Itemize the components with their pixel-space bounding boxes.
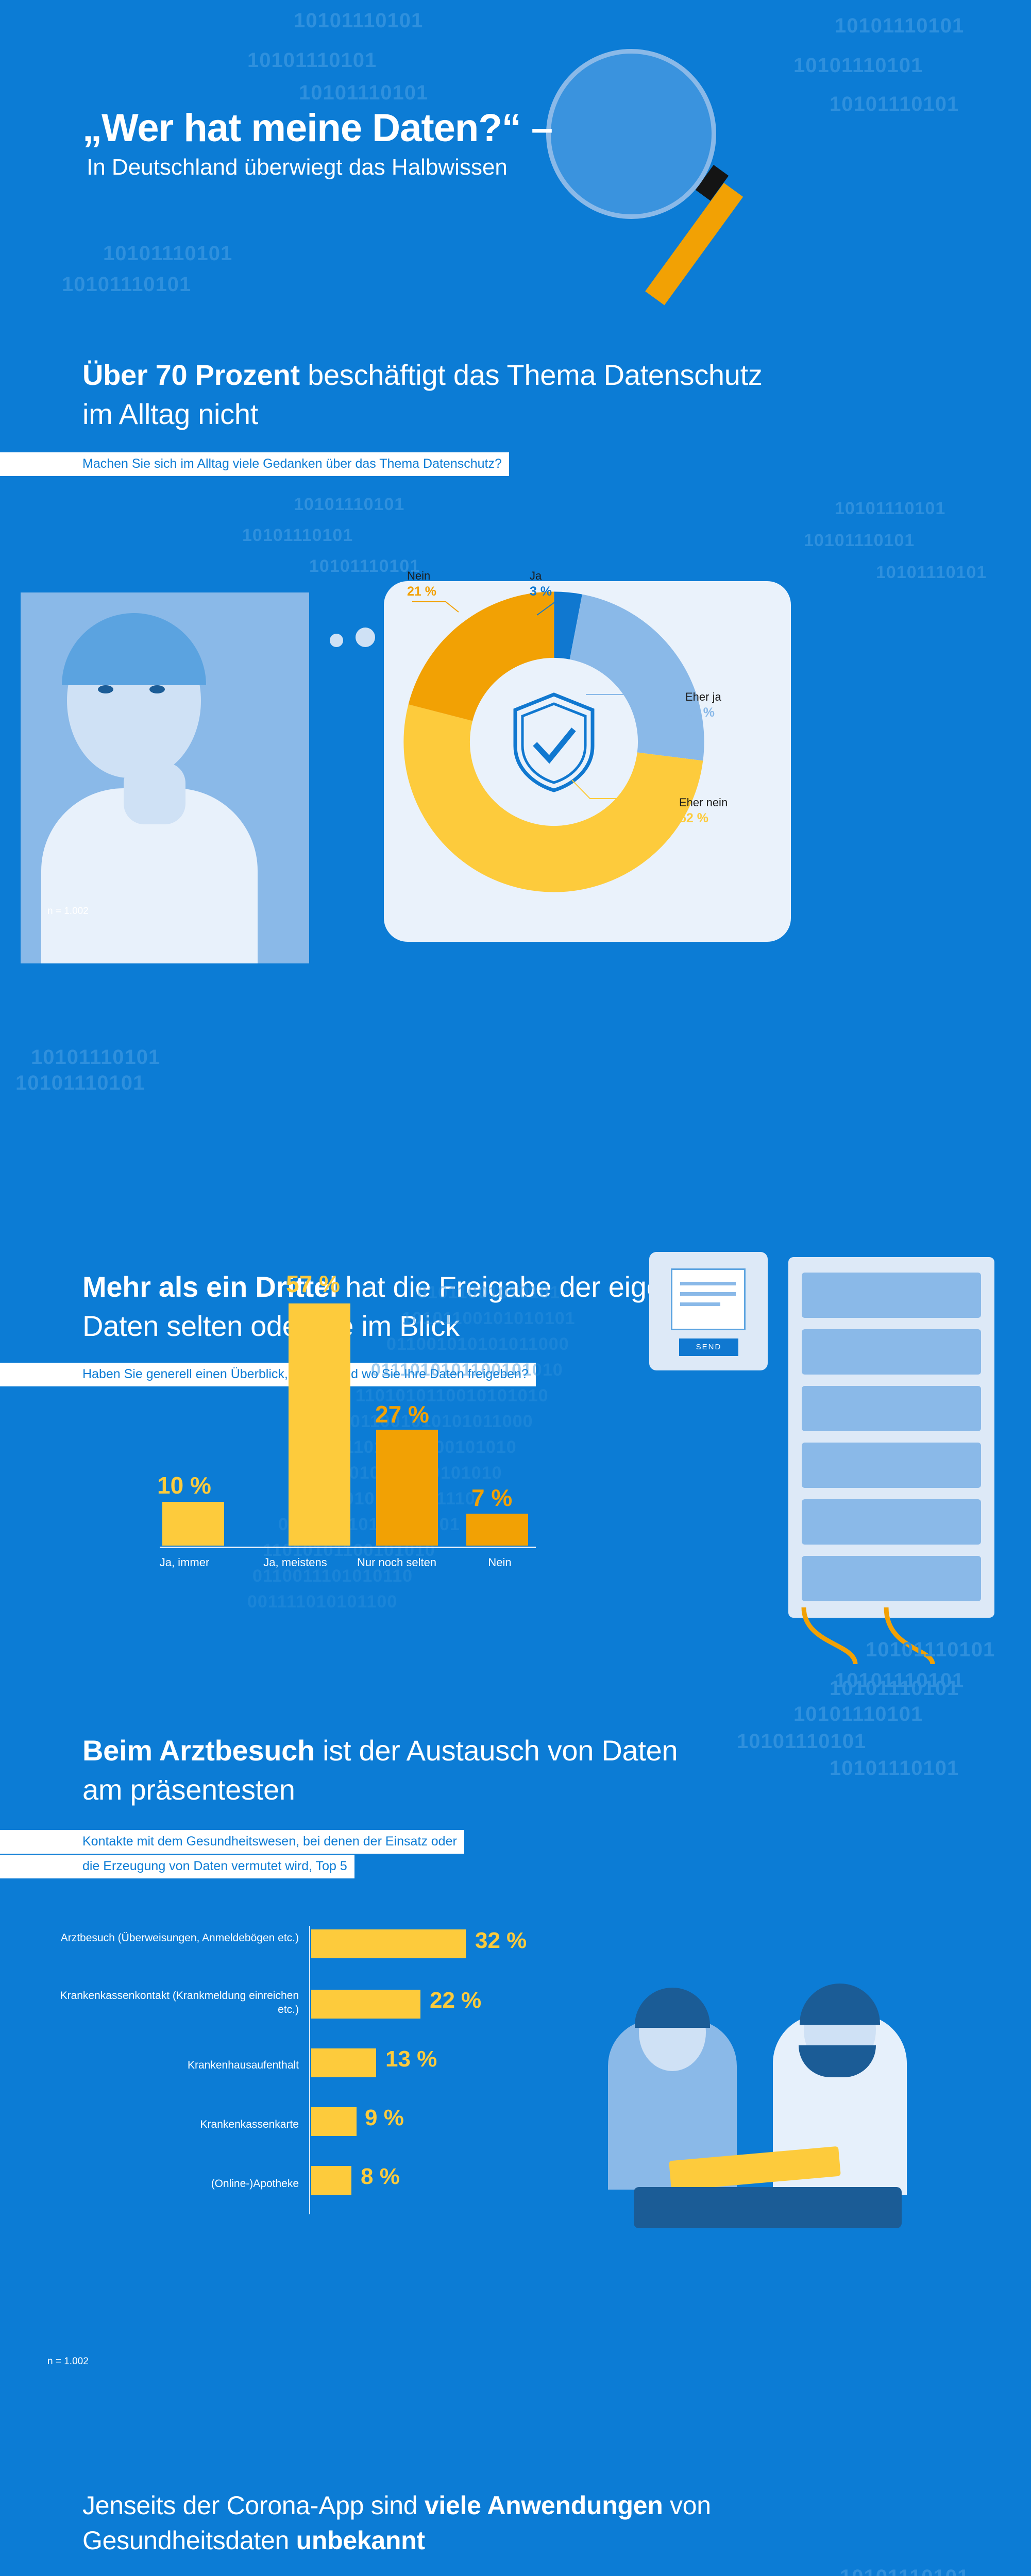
section-4-headline-bold1: viele Anwendungen [424,2491,663,2520]
thinking-person-illustration [21,592,309,963]
hbar-value-krankenhausaufenthalt: 13 % [385,2046,437,2072]
bar-ueberblick-freigabe [152,1288,528,1546]
donut-callout-ja: Ja 3 % [530,569,552,599]
binary-decoration: 10101110101 [103,242,233,265]
section-1-sample-note: n = 1.002 [47,906,89,917]
thought-dot-large [356,628,375,647]
bar-value-ja-immer: 10 % [157,1472,211,1499]
hbar-value-apotheke: 8 % [361,2164,400,2189]
hbar-label-krankenkassenkarte: Krankenkassenkarte [200,2119,299,2130]
hbar-label-krankenhausaufenthalt: Krankenhausaufenthalt [188,2059,299,2071]
binary-decoration: 10101110101 [793,1703,923,1725]
hbar-krankenkassenkarte [311,2107,357,2136]
section-1-question: Machen Sie sich im Alltag viele Gedanken… [0,452,509,476]
binary-decoration: 10101110101 [299,81,429,104]
section-1-headline-rest: beschäftigt das Thema Datenschutz im All… [82,359,763,430]
magnifier-glass-icon [546,49,716,219]
bar-nein [466,1514,528,1546]
donut-leader-lines [412,601,629,799]
bar-axis-line [160,1547,536,1548]
section-3-headline: Beim Arztbesuch ist der Austausch von Da… [82,1731,711,1809]
donut-callout-ja-value: 3 % [530,584,552,599]
binary-decoration: 10101110101 [793,54,923,77]
section-3-question-line1: Kontakte mit dem Gesundheitswesen, bei d… [0,1830,464,1854]
section-4-headline: Jenseits der Corona-App sind viele Anwen… [82,2488,886,2558]
thought-dot-small [330,634,343,647]
hbar-krankenhausaufenthalt [311,2048,376,2077]
binary-decoration: 10101110101 [62,273,192,296]
donut-callout-eher-nein-value: 52 % [679,811,708,825]
hbar-krankenkassenkontakt [311,1990,420,2019]
bar-ja-meistens [289,1303,350,1546]
hbar-value-krankenkassenkarte: 9 % [365,2105,404,2130]
binary-decoration: 10101110101 [737,1730,867,1753]
page-subtitle: In Deutschland überwiegt das Halbwissen [87,155,508,180]
binary-decoration: 10101110101 [247,49,377,72]
donut-slice-eher-nein [403,591,704,892]
binary-decoration: 10101110101 [294,495,405,514]
section-3-headline-lead: Beim Arztbesuch [82,1734,315,1767]
binary-decoration: 10101110101 [876,563,987,582]
section-3-question-line2: die Erzeugung von Daten vermutet wird, T… [0,1855,354,1878]
hbar-value-krankenkassenkontakt: 22 % [430,1988,482,2013]
donut-callout-nein: Nein 21 % [407,569,436,599]
binary-decoration: 10101110101 [830,1677,959,1700]
section-3-sample-note: n = 1.002 [47,2356,89,2367]
section-1-headline-lead: Über 70 Prozent [82,359,300,391]
server-cables-illustration [801,1607,935,1665]
donut-callout-eher-ja: Eher ja 24 % [685,690,721,720]
bar-category-nur-noch-selten: Nur noch selten [357,1556,437,1569]
donut-callout-ja-label: Ja [530,569,542,582]
document-card-illustration: SEND [649,1252,768,1370]
server-rack-illustration [788,1257,994,1618]
donut-datenschutz-alltag [399,587,708,896]
doctor-patient-illustration [577,1984,948,2251]
shield-check-icon [513,692,595,792]
donut-callout-eher-ja-value: 24 % [685,705,715,720]
hbar-apotheke [311,2166,351,2195]
section-2-headline-lead: Mehr als ein Drittel [82,1270,338,1303]
section-4-headline-bold2: unbekannt [296,2526,425,2555]
section-4-headline-part2: von Gesundheitsdaten [82,2491,711,2555]
hbar-label-apotheke: (Online-)Apotheke [211,2178,299,2190]
binary-decoration: 10101110101 [835,14,965,37]
binary-decoration: 10101110101 [840,2566,969,2576]
binary-decoration: 10101110101 [242,526,353,545]
binary-decoration: 10101110101 [835,499,946,518]
bar-ja-immer [162,1502,224,1546]
bar-nur-noch-selten [376,1430,438,1546]
hbar-axis-s3 [309,1926,310,2214]
binary-decoration: 10101110101 [835,1669,965,1692]
binary-decoration: 10101110101 [15,1072,145,1094]
binary-decoration: 10101110101 [31,1046,161,1069]
hbar-label-krankenkassenkontakt: Krankenkassenkontakt (Krankmeldung einre… [60,1990,299,2016]
hbar-value-arztbesuch: 32 % [475,1928,527,1953]
bar-category-nein: Nein [488,1556,512,1569]
bar-category-ja-immer: Ja, immer [159,1556,210,1569]
bar-category-ja-meistens: Ja, meistens [263,1556,327,1569]
binary-decoration: 10101110101 [804,531,915,550]
section-1-headline: Über 70 Prozent beschäftigt das Thema Da… [82,355,773,433]
hbar-arztbesuch [311,1929,466,1958]
section-3-headline-rest: ist der Austausch von Daten am präsentes… [82,1734,678,1806]
donut-callout-nein-value: 21 % [407,584,436,599]
section-4-headline-part1: Jenseits der Corona-App sind [82,2491,425,2520]
donut-callout-eher-nein-label: Eher nein [679,796,728,809]
donut-callout-eher-ja-label: Eher ja [685,690,721,703]
binary-decoration: 10101110101 [830,93,959,115]
binary-decoration: 10101110101 [309,556,420,576]
donut-slice-eher-ja [403,591,704,892]
donut-callout-eher-nein: Eher nein 52 % [679,796,728,826]
donut-callout-nein-label: Nein [407,569,431,582]
bar-value-nein: 7 % [471,1484,513,1511]
donut-slice-nein [403,591,704,892]
bar-value-nur-noch-selten: 27 % [375,1401,429,1428]
page-title: „Wer hat meine Daten?“ – [82,106,553,150]
bar-value-ja-meistens: 57 % [286,1270,340,1297]
binary-decoration: 10101110101 [830,1757,959,1780]
binary-decoration: 10101110101 [294,9,424,32]
hbar-label-arztbesuch: Arztbesuch (Überweisungen, Anmeldebögen … [60,1932,299,1944]
